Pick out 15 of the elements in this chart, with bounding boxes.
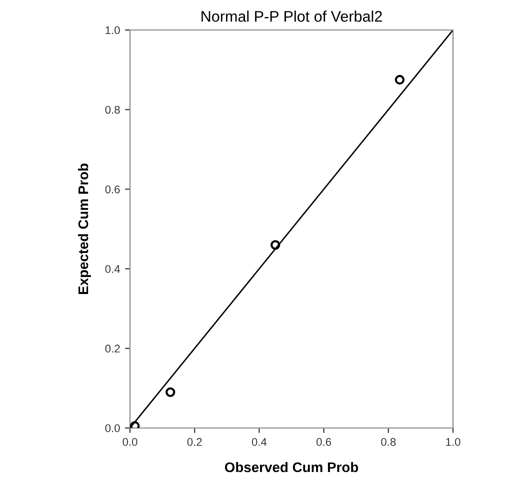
x-axis-title: Observed Cum Prob [224, 462, 358, 472]
y-tick-label: 0.4 [105, 265, 120, 273]
y-tick-label: 0.6 [105, 185, 120, 194]
x-tick-label: 0.2 [187, 438, 202, 446]
y-tick-label: 0.0 [105, 424, 120, 432]
x-tick-label: 0.4 [252, 438, 267, 446]
y-tick-label: 0.8 [105, 106, 120, 114]
y-axis-title: Expected Cum Prob [78, 164, 91, 294]
x-tick-label: 0.0 [122, 438, 138, 446]
x-tick-label: 0.8 [381, 438, 396, 446]
y-tick-label: 1.0 [106, 26, 120, 34]
x-tick-label: 1.0 [446, 438, 460, 446]
x-tick-label: 0.6 [316, 438, 332, 446]
chart-title: Normal P-P Plot of Verbal2 [202, 10, 382, 22]
y-tick-label: 0.2 [105, 344, 120, 353]
